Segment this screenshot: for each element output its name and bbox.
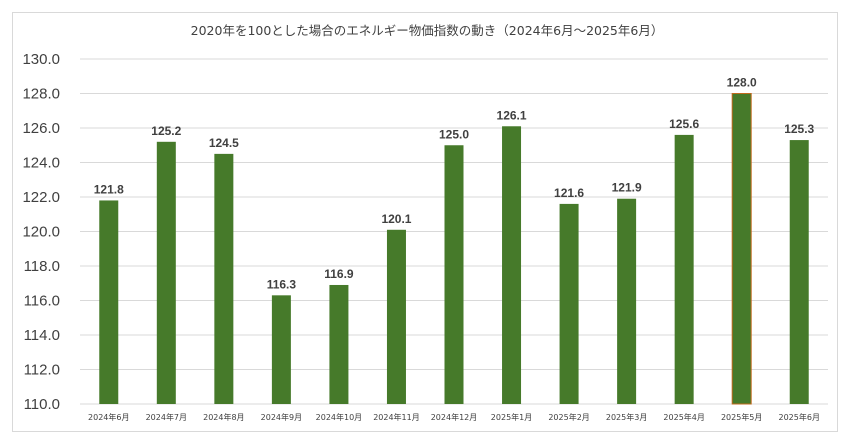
y-tick-label: 110.0: [24, 396, 60, 413]
bar: [214, 153, 234, 404]
x-tick-label: 2024年8月: [203, 412, 244, 422]
bar: [731, 93, 752, 405]
x-tick-label: 2024年9月: [261, 412, 302, 422]
y-tick-label: 126.0: [22, 120, 60, 137]
data-label: 125.0: [439, 127, 469, 141]
x-tick-label: 2025年6月: [779, 412, 820, 422]
y-tick-label: 120.0: [22, 224, 60, 241]
chart-title: 2020年を100とした場合のエネルギー物価指数の動き（2024年6月～2025…: [191, 23, 664, 38]
x-tick-label: 2025年3月: [606, 412, 647, 422]
bar: [444, 145, 464, 404]
data-label: 125.3: [784, 122, 814, 136]
bar: [386, 229, 406, 404]
x-axis-ticks: 2024年6月 2024年7月 2024年8月 2024年9月 2024年10月 2024…: [88, 412, 820, 422]
x-tick-label: 2025年1月: [491, 412, 532, 422]
x-tick-label: 2025年2月: [548, 412, 589, 422]
data-label: 121.9: [612, 181, 642, 195]
y-tick-label: 124.0: [22, 155, 60, 172]
y-tick-label: 130.0: [22, 51, 60, 68]
bar: [674, 134, 694, 404]
data-label: 120.1: [381, 212, 411, 226]
data-label: 121.8: [94, 182, 124, 196]
x-tick-label: 2024年11月: [373, 412, 420, 422]
data-label: 125.2: [151, 124, 181, 138]
data-label: 125.6: [669, 117, 699, 131]
y-tick-label: 128.0: [22, 86, 60, 103]
y-tick-label: 114.0: [24, 327, 60, 344]
x-tick-label: 2025年5月: [721, 412, 762, 422]
data-label: 124.5: [209, 136, 239, 150]
data-label: 121.6: [554, 186, 584, 200]
data-label: 128.0: [727, 76, 757, 90]
gridlines: [80, 58, 828, 405]
chart-frame: [12, 12, 838, 432]
bar: [789, 140, 809, 404]
x-tick-label: 2024年10月: [316, 412, 363, 422]
x-tick-label: 2024年12月: [431, 412, 478, 422]
data-labels: 121.8 125.2 124.5 116.3 116.9 120.1 125.0 126.1…: [94, 76, 815, 292]
bar: [271, 295, 291, 404]
x-tick-label: 2024年7月: [146, 412, 187, 422]
bar: [329, 284, 349, 404]
bar: [99, 200, 119, 404]
y-tick-label: 112.0: [24, 362, 60, 379]
bars: [99, 93, 809, 405]
data-label: 126.1: [497, 108, 527, 122]
data-label: 116.9: [324, 267, 354, 281]
bar: [502, 126, 522, 405]
y-axis-ticks: 110.0 112.0 114.0 116.0 118.0 120.0 122.0 124.0…: [22, 51, 60, 413]
bar: [559, 203, 579, 404]
y-tick-label: 118.0: [24, 258, 60, 275]
y-tick-label: 116.0: [24, 293, 60, 310]
data-label: 116.3: [267, 277, 297, 291]
bar: [156, 141, 176, 405]
y-tick-label: 122.0: [22, 189, 60, 206]
x-tick-label: 2024年6月: [88, 412, 129, 422]
x-tick-label: 2025年4月: [663, 412, 704, 422]
bar: [617, 198, 637, 404]
